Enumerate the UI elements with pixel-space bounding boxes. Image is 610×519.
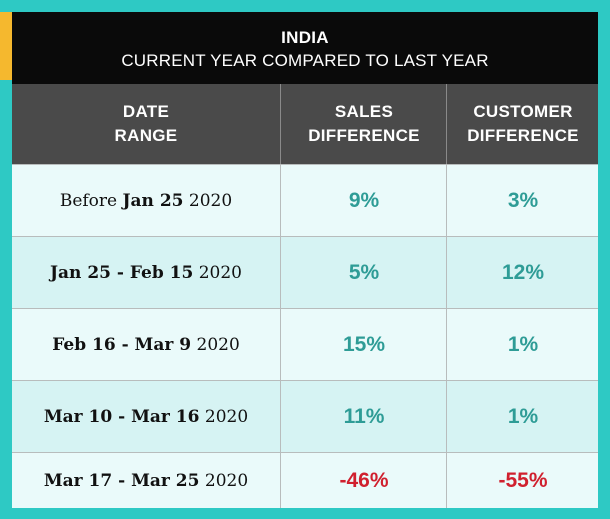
table-row: Before Jan 25 2020 9% 3% <box>12 164 598 236</box>
sales-difference-value: 9% <box>348 188 380 212</box>
customer-difference-value: 12% <box>501 260 545 284</box>
column-header-sales-difference: SALES DIFFERENCE <box>280 84 447 164</box>
date-range-cell: Mar 17 - Mar 25 2020 <box>12 453 280 508</box>
sales-difference-value: -46% <box>339 468 389 492</box>
customer-difference-value: 1% <box>507 404 539 428</box>
column-header-line: DIFFERENCE <box>467 126 579 145</box>
customer-difference-value: -55% <box>498 468 548 492</box>
accent-bar <box>0 12 12 80</box>
table-subtitle: CURRENT YEAR COMPARED TO LAST YEAR <box>121 51 489 70</box>
column-header-row: DATE RANGE SALES DIFFERENCE CUSTOMER DIF… <box>12 84 598 164</box>
date-year: 2020 <box>191 334 240 355</box>
table-title: INDIA <box>281 28 329 47</box>
date-emphasis: Mar 10 - Mar 16 <box>43 406 200 427</box>
customer-difference-cell: 3% <box>446 165 599 236</box>
date-range-cell: Jan 25 - Feb 15 2020 <box>12 237 280 308</box>
date-prefix: Before <box>59 190 123 211</box>
column-header-line: SALES <box>334 102 394 121</box>
sales-difference-cell: 5% <box>280 237 447 308</box>
column-header-line: CUSTOMER <box>473 102 573 121</box>
date-emphasis: Feb 16 - Mar 9 <box>52 334 192 355</box>
sales-difference-value: 15% <box>342 332 386 356</box>
table-row: Mar 17 - Mar 25 2020 -46% -55% <box>12 452 598 508</box>
customer-difference-cell: -55% <box>446 453 599 508</box>
date-year: 2020 <box>199 406 249 427</box>
column-header-customer-difference: CUSTOMER DIFFERENCE <box>446 84 599 164</box>
table-row: Mar 10 - Mar 16 2020 11% 1% <box>12 380 598 452</box>
date-year: 2020 <box>199 470 249 491</box>
title-band: INDIA CURRENT YEAR COMPARED TO LAST YEAR <box>12 12 598 84</box>
comparison-table: INDIA CURRENT YEAR COMPARED TO LAST YEAR… <box>12 12 598 508</box>
sales-difference-value: 11% <box>343 404 385 428</box>
column-header-line: RANGE <box>114 126 178 145</box>
date-range-cell: Feb 16 - Mar 9 2020 <box>12 309 280 380</box>
customer-difference-cell: 1% <box>446 381 599 452</box>
date-emphasis: Jan 25 <box>122 190 184 211</box>
sales-difference-value: 5% <box>348 260 380 284</box>
customer-difference-cell: 12% <box>446 237 599 308</box>
table-row: Feb 16 - Mar 9 2020 15% 1% <box>12 308 598 380</box>
customer-difference-cell: 1% <box>446 309 599 380</box>
date-emphasis: Jan 25 - Feb 15 <box>50 262 194 283</box>
date-year: 2020 <box>183 190 233 211</box>
column-header-date-range: DATE RANGE <box>12 84 280 164</box>
date-emphasis: Mar 17 - Mar 25 <box>43 470 200 491</box>
column-header-line: DIFFERENCE <box>308 126 420 145</box>
sales-difference-cell: 15% <box>280 309 447 380</box>
customer-difference-value: 1% <box>507 332 539 356</box>
date-year: 2020 <box>193 262 242 283</box>
date-range-cell: Mar 10 - Mar 16 2020 <box>12 381 280 452</box>
date-range-cell: Before Jan 25 2020 <box>12 165 280 236</box>
column-header-line: DATE <box>122 102 170 121</box>
sales-difference-cell: 9% <box>280 165 447 236</box>
sales-difference-cell: -46% <box>280 453 447 508</box>
table-row: Jan 25 - Feb 15 2020 5% 12% <box>12 236 598 308</box>
customer-difference-value: 3% <box>507 188 539 212</box>
sales-difference-cell: 11% <box>280 381 447 452</box>
